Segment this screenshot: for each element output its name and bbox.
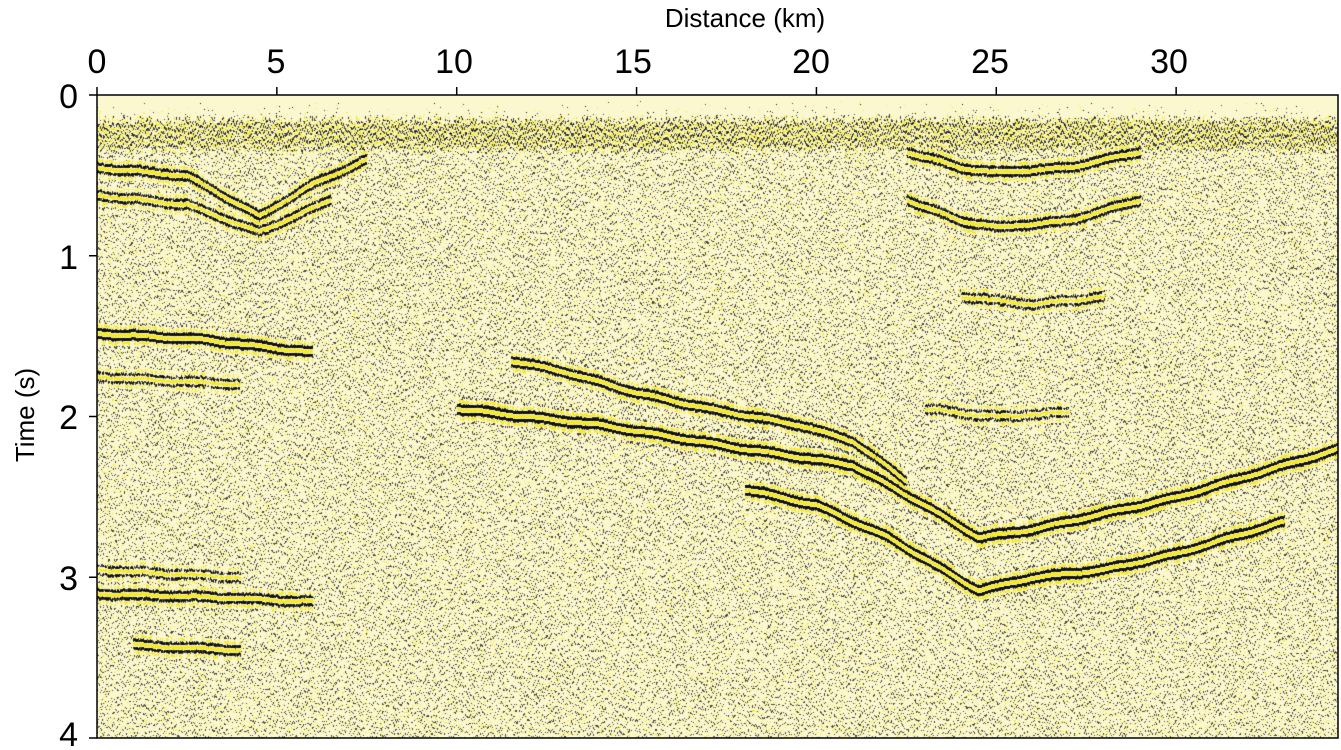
axis-ticks	[89, 87, 1177, 739]
y-axis-title: Time (s)	[10, 368, 40, 462]
x-tick-label-20: 20	[792, 43, 830, 81]
y-tick-label-0: 0	[59, 78, 78, 116]
x-tick-label-5: 5	[267, 43, 286, 81]
y-tick-label-4: 4	[59, 716, 78, 750]
x-tick-label-15: 15	[614, 43, 652, 81]
x-tick-label-30: 30	[1150, 43, 1188, 81]
y-tick-label-2: 2	[59, 399, 78, 437]
x-axis-title: Distance (km)	[665, 3, 825, 33]
y-tick-labels: 0 1 2 3 4	[59, 78, 78, 750]
y-tick-label-1: 1	[59, 239, 78, 277]
x-tick-label-0: 0	[88, 43, 107, 81]
x-tick-label-25: 25	[971, 43, 1009, 81]
x-tick-label-10: 10	[435, 43, 473, 81]
seismic-section-image	[97, 95, 1338, 738]
y-tick-label-3: 3	[59, 560, 78, 598]
x-tick-labels: 0 5 10 15 20 25 30	[88, 43, 1188, 81]
